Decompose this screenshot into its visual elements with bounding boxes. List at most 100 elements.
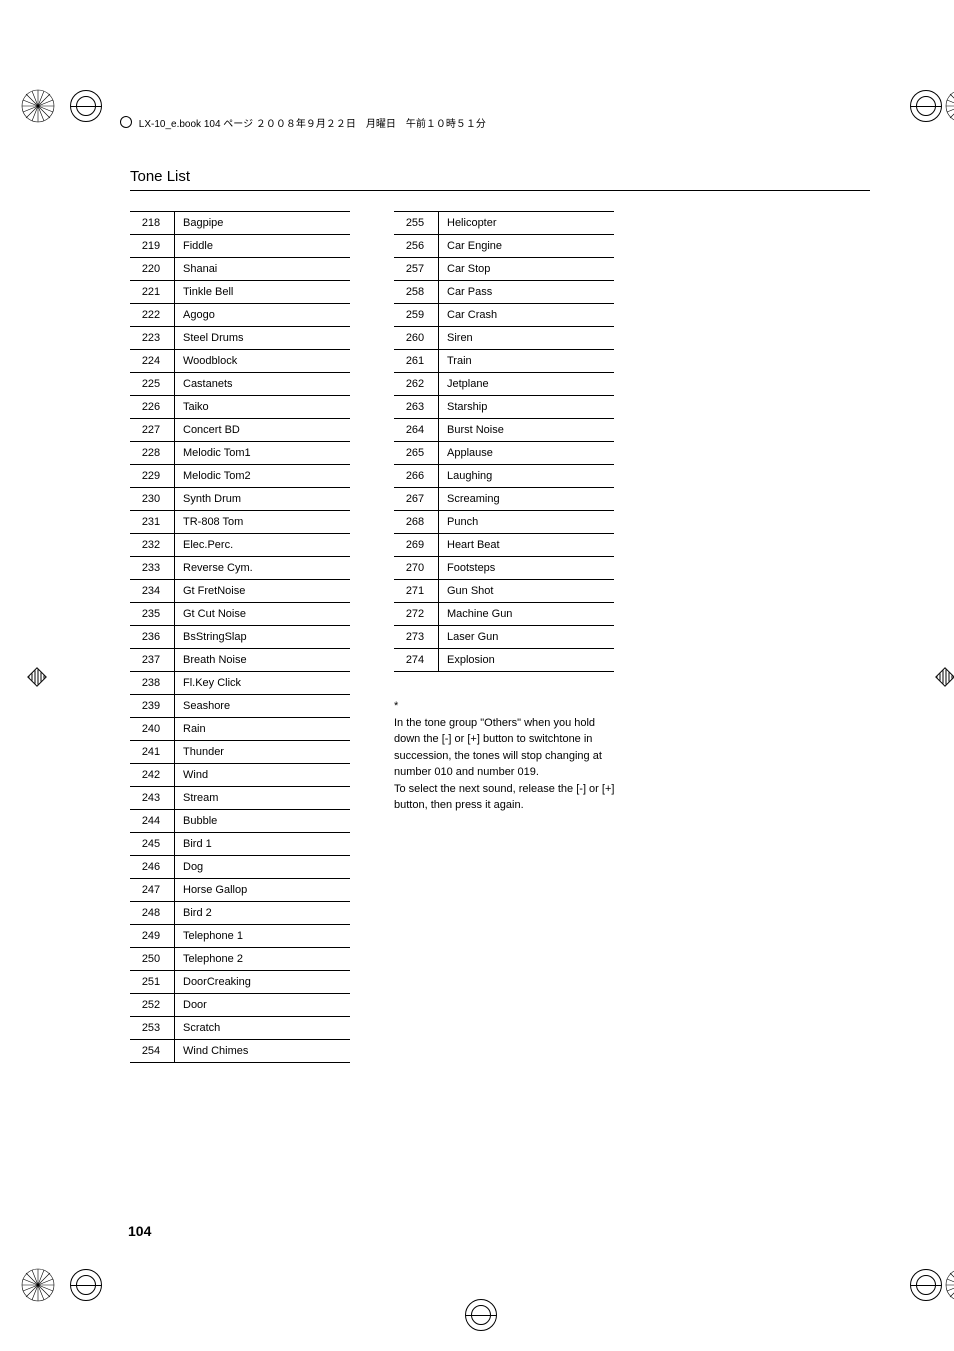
tone-name: Bagpipe <box>175 212 351 235</box>
registration-fan-icon <box>18 86 58 126</box>
table-row: 244Bubble <box>130 810 350 833</box>
registration-fan-icon <box>942 1265 954 1305</box>
tone-name: Steel Drums <box>175 327 351 350</box>
tone-number: 225 <box>130 373 175 396</box>
tone-number: 242 <box>130 764 175 787</box>
tone-number: 266 <box>394 465 439 488</box>
tone-name: Wind Chimes <box>175 1040 351 1063</box>
registration-target-icon <box>910 1269 942 1301</box>
tone-number: 248 <box>130 902 175 925</box>
table-row: 221Tinkle Bell <box>130 281 350 304</box>
tone-name: Scratch <box>175 1017 351 1040</box>
table-row: 268Punch <box>394 511 614 534</box>
tone-name: Applause <box>439 442 615 465</box>
table-row: 269Heart Beat <box>394 534 614 557</box>
table-row: 237Breath Noise <box>130 649 350 672</box>
tone-name: Rain <box>175 718 351 741</box>
table-row: 265Applause <box>394 442 614 465</box>
table-row: 230Synth Drum <box>130 488 350 511</box>
table-row: 257Car Stop <box>394 258 614 281</box>
tone-name: Laser Gun <box>439 626 615 649</box>
tone-number: 259 <box>394 304 439 327</box>
tone-name: TR-808 Tom <box>175 511 351 534</box>
table-row: 239Seashore <box>130 695 350 718</box>
header-arrow-icon <box>120 116 132 128</box>
tone-name: Tinkle Bell <box>175 281 351 304</box>
tone-name: Seashore <box>175 695 351 718</box>
tone-number: 227 <box>130 419 175 442</box>
tone-name: Door <box>175 994 351 1017</box>
tone-number: 223 <box>130 327 175 350</box>
tone-number: 236 <box>130 626 175 649</box>
tone-number: 238 <box>130 672 175 695</box>
tone-name: Gt FretNoise <box>175 580 351 603</box>
table-row: 260Siren <box>394 327 614 350</box>
table-row: 229Melodic Tom2 <box>130 465 350 488</box>
table-row: 249Telephone 1 <box>130 925 350 948</box>
tone-number: 247 <box>130 879 175 902</box>
table-row: 247Horse Gallop <box>130 879 350 902</box>
registration-target-icon <box>910 90 942 122</box>
table-row: 251DoorCreaking <box>130 971 350 994</box>
tone-number: 237 <box>130 649 175 672</box>
table-row: 240Rain <box>130 718 350 741</box>
registration-fan-icon <box>942 86 954 126</box>
table-row: 259Car Crash <box>394 304 614 327</box>
tone-name: Machine Gun <box>439 603 615 626</box>
tone-number: 258 <box>394 281 439 304</box>
table-row: 262Jetplane <box>394 373 614 396</box>
tone-number: 230 <box>130 488 175 511</box>
table-row: 254Wind Chimes <box>130 1040 350 1063</box>
tone-number: 262 <box>394 373 439 396</box>
table-row: 228Melodic Tom1 <box>130 442 350 465</box>
table-row: 218Bagpipe <box>130 212 350 235</box>
tone-name: Jetplane <box>439 373 615 396</box>
tone-table-right-col: 255Helicopter256Car Engine257Car Stop258… <box>394 211 614 1063</box>
tone-number: 226 <box>130 396 175 419</box>
tone-name: Agogo <box>175 304 351 327</box>
tone-table-left: 218Bagpipe219Fiddle220Shanai221Tinkle Be… <box>130 211 350 1063</box>
tone-name: Bird 2 <box>175 902 351 925</box>
registration-fan-icon <box>18 1265 58 1305</box>
registration-diamond-icon <box>935 667 954 687</box>
tone-name: Punch <box>439 511 615 534</box>
tone-number: 240 <box>130 718 175 741</box>
tone-name: Gun Shot <box>439 580 615 603</box>
tone-number: 235 <box>130 603 175 626</box>
table-row: 270Footsteps <box>394 557 614 580</box>
tone-name: Stream <box>175 787 351 810</box>
tone-number: 239 <box>130 695 175 718</box>
tone-number: 269 <box>394 534 439 557</box>
tone-name: Train <box>439 350 615 373</box>
tone-number: 263 <box>394 396 439 419</box>
tone-name: Telephone 1 <box>175 925 351 948</box>
table-row: 219Fiddle <box>130 235 350 258</box>
tone-number: 267 <box>394 488 439 511</box>
print-header: LX-10_e.book 104 ページ ２００８年９月２２日 月曜日 午前１０… <box>120 115 486 130</box>
tone-name: Bubble <box>175 810 351 833</box>
table-row: 272Machine Gun <box>394 603 614 626</box>
tone-number: 241 <box>130 741 175 764</box>
table-row: 252Door <box>130 994 350 1017</box>
table-row: 246Dog <box>130 856 350 879</box>
table-row: 232Elec.Perc. <box>130 534 350 557</box>
registration-target-icon <box>70 90 102 122</box>
table-row: 255Helicopter <box>394 212 614 235</box>
title-row: Tone List <box>130 168 870 191</box>
table-row: 220Shanai <box>130 258 350 281</box>
footnote: * In the tone group "Others" when you ho… <box>394 698 614 814</box>
tone-name: Shanai <box>175 258 351 281</box>
tone-number: 274 <box>394 649 439 672</box>
tone-number: 221 <box>130 281 175 304</box>
tone-name: Laughing <box>439 465 615 488</box>
tone-number: 232 <box>130 534 175 557</box>
tone-name: Starship <box>439 396 615 419</box>
print-header-text: LX-10_e.book 104 ページ ２００８年９月２２日 月曜日 午前１０… <box>139 119 486 130</box>
table-row: 248Bird 2 <box>130 902 350 925</box>
table-row: 235Gt Cut Noise <box>130 603 350 626</box>
tone-number: 245 <box>130 833 175 856</box>
tone-number: 234 <box>130 580 175 603</box>
table-row: 264Burst Noise <box>394 419 614 442</box>
tone-name: Horse Gallop <box>175 879 351 902</box>
footnote-text: In the tone group "Others" when you hold… <box>394 715 624 814</box>
